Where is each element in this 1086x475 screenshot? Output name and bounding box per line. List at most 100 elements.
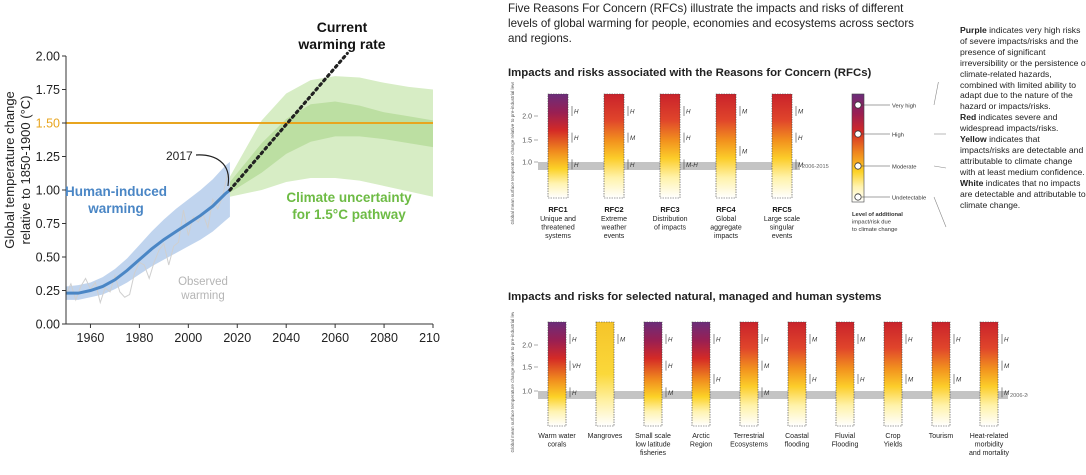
x-tick-label: 2020 xyxy=(223,331,251,345)
confidence-label: M xyxy=(620,337,626,344)
ember-column-label: Global xyxy=(716,216,737,223)
rfc-section-title: Impacts and risks associated with the Re… xyxy=(508,67,872,79)
confidence-label: M xyxy=(812,337,818,344)
ember-bar xyxy=(787,321,807,427)
legend-red: Red indicates severe and widespread impa… xyxy=(960,112,1059,134)
confidence-label: H xyxy=(574,162,579,169)
ember-bar xyxy=(739,321,759,427)
ember-y-tick: 1.0 xyxy=(522,160,532,167)
ember-column-label: weather xyxy=(601,225,628,232)
rfc-panel: Five Reasons For Concern (RFCs) illustra… xyxy=(508,0,1086,475)
y-tick-label: 1.00 xyxy=(36,184,60,198)
ember-bar xyxy=(659,93,681,199)
rfc-name: RFC1 xyxy=(548,205,567,214)
risk-level-marker xyxy=(854,193,862,201)
ember-y-tick: 1.5 xyxy=(522,365,532,372)
ember-bar xyxy=(603,93,625,199)
current-rate-label: Current warming rate xyxy=(297,19,385,52)
y-tick-label: 1.75 xyxy=(36,83,60,97)
ember-bar xyxy=(883,321,903,427)
confidence-label: M xyxy=(908,377,914,384)
confidence-label: H xyxy=(798,135,803,142)
confidence-label: M xyxy=(630,135,636,142)
risk-level-scale xyxy=(851,93,865,203)
confidence-label: M xyxy=(668,390,674,397)
systems-section-title: Impacts and risks for selected natural, … xyxy=(508,291,882,303)
confidence-label: M xyxy=(764,390,770,397)
confidence-label: H xyxy=(860,377,865,384)
observed-warming-label: Observed warming xyxy=(178,276,228,302)
ember-bar xyxy=(547,321,567,427)
ember-column-label: Fluvial xyxy=(835,433,856,440)
present-day-band-label: 2006-2015 xyxy=(1010,393,1028,399)
ember-column-label: Region xyxy=(690,442,712,449)
ember-bar xyxy=(547,93,569,199)
ember-column-label: singular xyxy=(770,225,795,232)
x-tick-label: 2000 xyxy=(174,331,202,345)
ember-column-label: corals xyxy=(548,442,567,449)
legend-purple: Purple indicates very high risks of seve… xyxy=(960,25,1086,112)
ember-column-label: of impacts xyxy=(654,225,686,232)
year-2017-pointer xyxy=(195,154,230,187)
observed-warming-line xyxy=(66,173,228,305)
ember-column-label: Mangroves xyxy=(588,433,623,440)
ember-bar xyxy=(643,321,663,427)
x-tick-label: 2040 xyxy=(272,331,300,345)
ember-bar xyxy=(691,321,711,427)
rfc-name: RFC4 xyxy=(716,205,736,214)
ember-column-label: Heat-related xyxy=(970,433,1009,440)
colour-legend-text: Purple indicates very high risks of seve… xyxy=(960,25,1086,210)
x-tick-label: 2060 xyxy=(321,331,349,345)
confidence-label: M xyxy=(860,337,866,344)
warming-chart: 0.00 0.25 0.50 0.75 1.00 1.25 1.50 1.75 2.00 1960… xyxy=(2,19,440,345)
x-tick-label: 1960 xyxy=(77,331,105,345)
pathway-label: Climate uncertainty for 1.5°C pathway xyxy=(286,190,412,222)
systems-burning-embers: Global mean surface temperature change r… xyxy=(510,312,1028,457)
present-day-band xyxy=(538,391,1008,399)
confidence-label: M xyxy=(742,109,748,116)
ember-bar xyxy=(595,321,615,427)
risk-level-label: Undetectable xyxy=(892,196,926,202)
legend-connector xyxy=(933,165,947,169)
ember-column-label: Arctic xyxy=(692,433,710,440)
x-tick-label: 2100 xyxy=(419,331,440,345)
confidence-label: H xyxy=(668,363,673,370)
ember-column-label: Warm water xyxy=(538,433,576,440)
y-tick-label: 0.25 xyxy=(36,284,60,298)
confidence-label: H xyxy=(686,135,691,142)
confidence-label: M xyxy=(742,149,748,156)
ember-column-label: threatened xyxy=(541,225,575,232)
x-tick-label: 1980 xyxy=(125,331,153,345)
y-tick-label: 0.75 xyxy=(36,217,60,231)
confidence-label: H xyxy=(630,109,635,116)
risk-scale-title: to climate change xyxy=(852,227,897,233)
ember-column-label: Coastal xyxy=(785,433,809,440)
confidence-label: M xyxy=(798,109,804,116)
y-tick-label: 0.00 xyxy=(36,318,60,332)
confidence-label: H xyxy=(572,337,577,344)
risk-level-marker xyxy=(854,101,862,109)
confidence-label: VH xyxy=(572,363,581,370)
ember-column-label: Flooding xyxy=(832,442,859,449)
confidence-label: M xyxy=(764,363,770,370)
confidence-label: M xyxy=(1004,390,1010,397)
confidence-label: H xyxy=(572,390,577,397)
y-tick-label: 1.25 xyxy=(36,150,60,164)
ember-column-label: Ecosystems xyxy=(730,442,768,449)
ember-column-label: Yields xyxy=(884,442,903,449)
risk-scale-title: Level of additional xyxy=(852,212,903,218)
ember-column-label: low latitude xyxy=(635,442,670,449)
ember-column-label: morbidity xyxy=(975,442,1004,449)
ember-column-label: events xyxy=(772,233,793,240)
ember-bar xyxy=(715,93,737,199)
ember-column-label: aggregate xyxy=(710,225,742,232)
ember-column-label: Crop xyxy=(885,433,900,440)
confidence-label: M xyxy=(1004,363,1010,370)
confidence-label: H xyxy=(956,337,961,344)
ember-y-tick: 1.0 xyxy=(522,389,532,396)
ember-y-tick: 2.0 xyxy=(522,343,532,350)
legend-connector xyxy=(933,196,947,228)
y-axis-title: Global temperature changerelative to 185… xyxy=(2,91,33,249)
y-tick-label: 0.50 xyxy=(36,251,60,265)
